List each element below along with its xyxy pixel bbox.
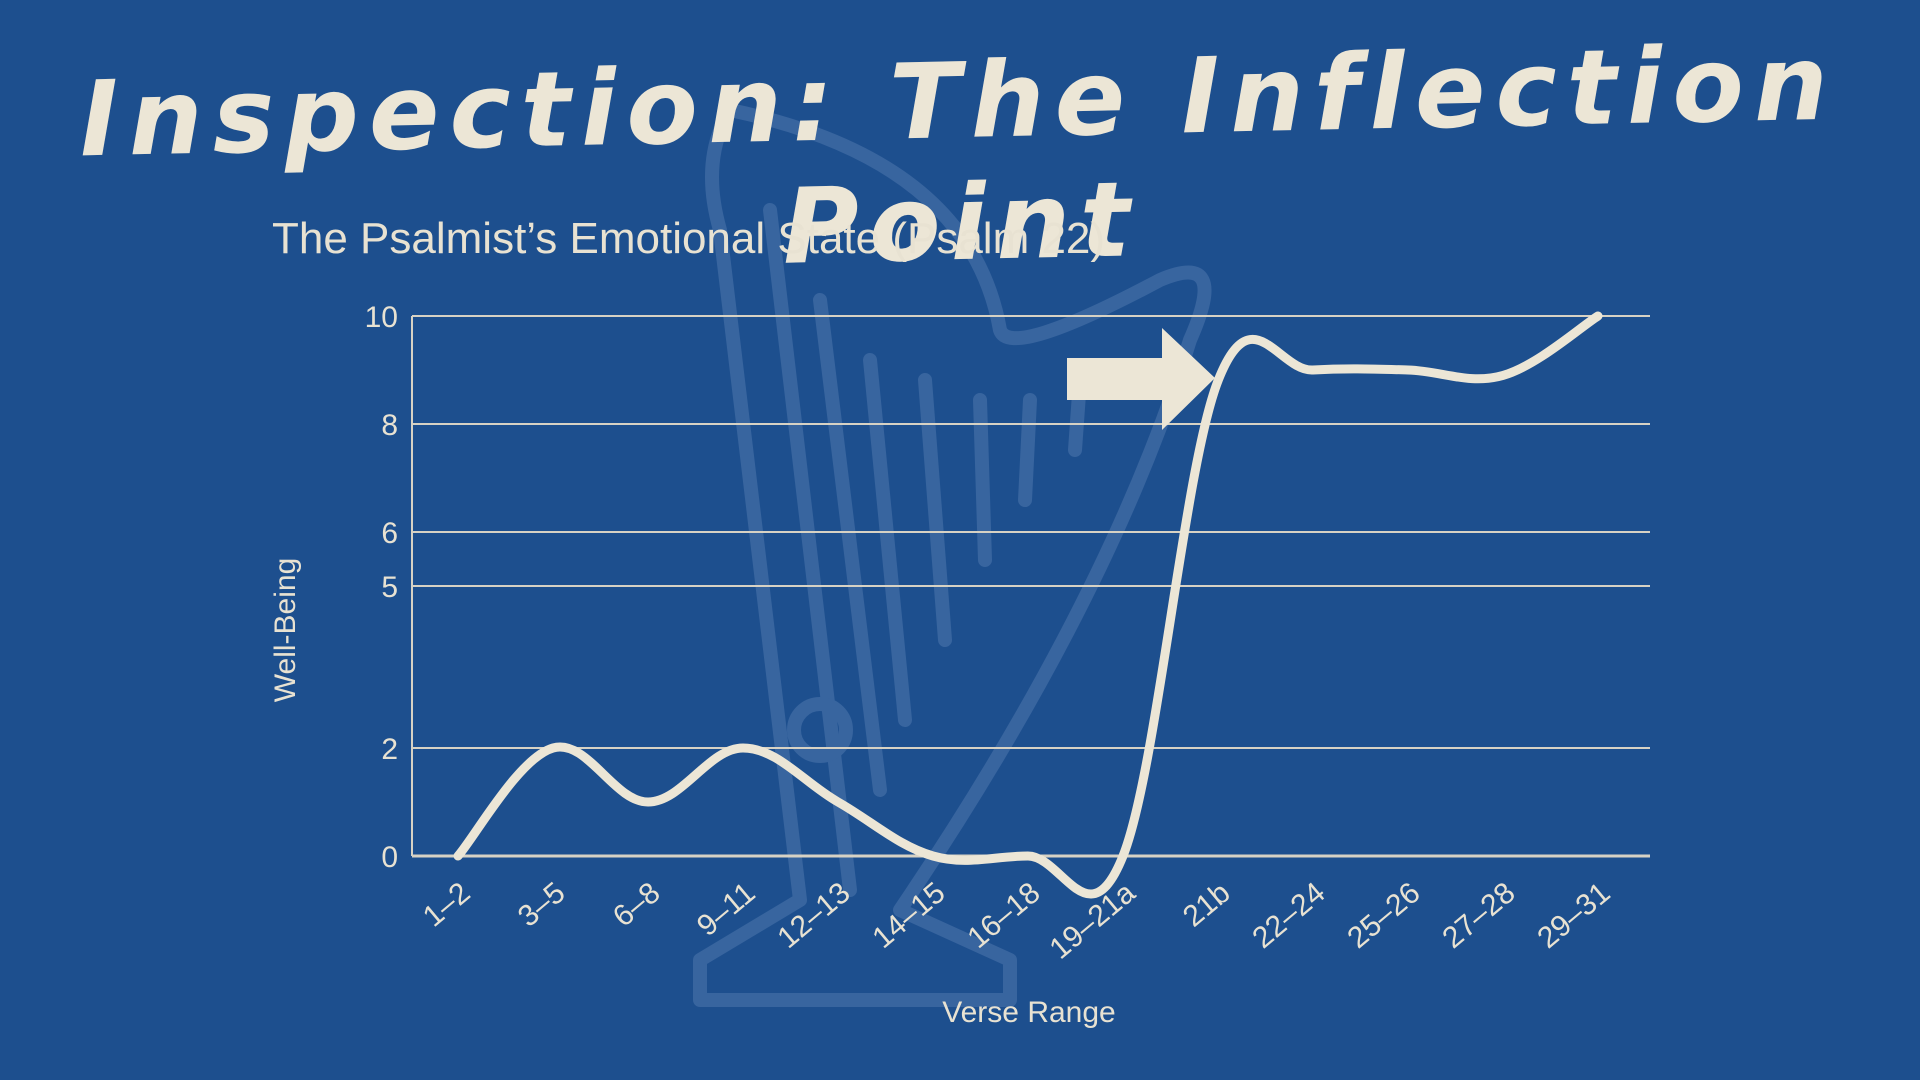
y-tick-label: 8 [381,409,398,442]
y-tick-label: 5 [381,571,398,604]
y-axis-ticks: 0 2 5 6 8 10 [365,301,398,874]
y-tick-label: 0 [381,841,398,874]
y-tick-label: 2 [381,733,398,766]
y-tick-label: 10 [365,301,398,334]
x-tick-label: 16–18 [961,876,1046,955]
x-axis-label: Verse Range [942,996,1115,1029]
x-tick-label: 22–24 [1246,876,1331,955]
harp-icon [693,103,1212,1007]
y-axis-label: Well-Being [269,558,302,703]
chart-title: The Psalmist’s Emotional State (Psalm 22… [272,214,1106,263]
x-tick-label: 3–5 [512,876,572,933]
x-tick-label: 25–26 [1341,876,1426,955]
data-points [457,315,1599,857]
x-tick-label: 19–21a [1044,876,1142,966]
right-arrow-icon [1067,328,1215,430]
x-tick-label: 1–2 [417,876,477,933]
x-tick-label: 6–8 [607,876,667,933]
x-tick-label: 29–31 [1531,876,1616,955]
x-tick-label: 27–28 [1436,876,1521,955]
y-tick-label: 6 [381,517,398,550]
x-tick-label: 21b [1177,876,1237,933]
